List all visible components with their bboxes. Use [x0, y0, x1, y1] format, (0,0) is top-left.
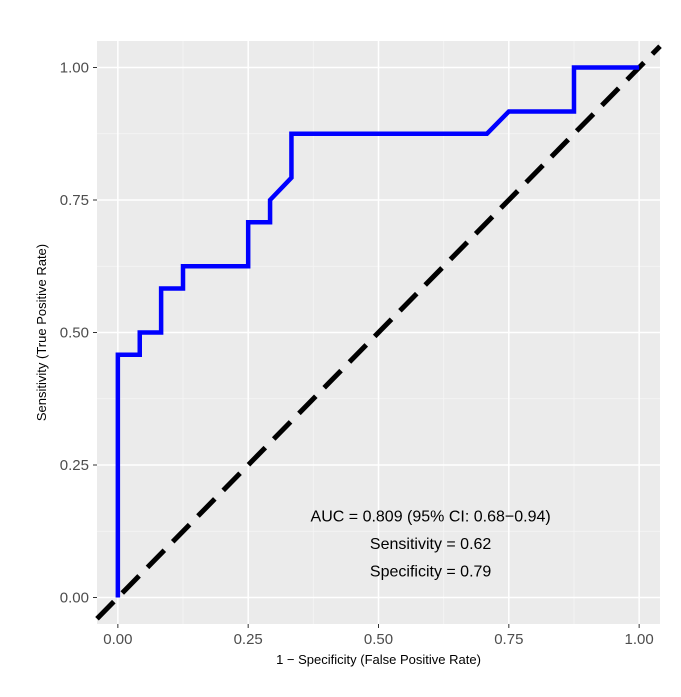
annotation-text: Sensitivity = 0.62	[370, 536, 492, 553]
x-axis-title: 1 − Specificity (False Positive Rate)	[276, 652, 481, 667]
reference-diagonal-line	[95, 44, 662, 621]
roc-curve-line	[115, 65, 640, 598]
x-tick-label: 0.75	[494, 631, 523, 648]
y-tick-label: 0.50	[60, 325, 89, 342]
y-tick-label: 1.00	[60, 60, 89, 77]
x-tick-label: 0.50	[364, 631, 393, 648]
y-tick-label: 0.25	[60, 457, 89, 474]
annotation-text: AUC = 0.809 (95% CI: 0.68−0.94)	[311, 508, 551, 525]
y-tick-label: 0.00	[60, 590, 89, 607]
y-axis: 0.00 0.25 0.50 0.75 1.00	[60, 60, 97, 607]
x-tick-label: 0.25	[234, 631, 263, 648]
y-axis-title: Sensitivity (True Positive Rate)	[34, 244, 49, 421]
annotations: AUC = 0.809 (95% CI: 0.68−0.94) Sensitivi…	[311, 508, 551, 580]
x-tick-label: 0.00	[103, 631, 132, 648]
y-tick-label: 0.75	[60, 192, 89, 209]
x-axis: 0.00 0.25 0.50 0.75 1.00	[103, 624, 654, 648]
series-layer	[95, 44, 662, 621]
annotation-text: Specificity = 0.79	[370, 563, 492, 580]
x-tick-label: 1.00	[625, 631, 654, 648]
